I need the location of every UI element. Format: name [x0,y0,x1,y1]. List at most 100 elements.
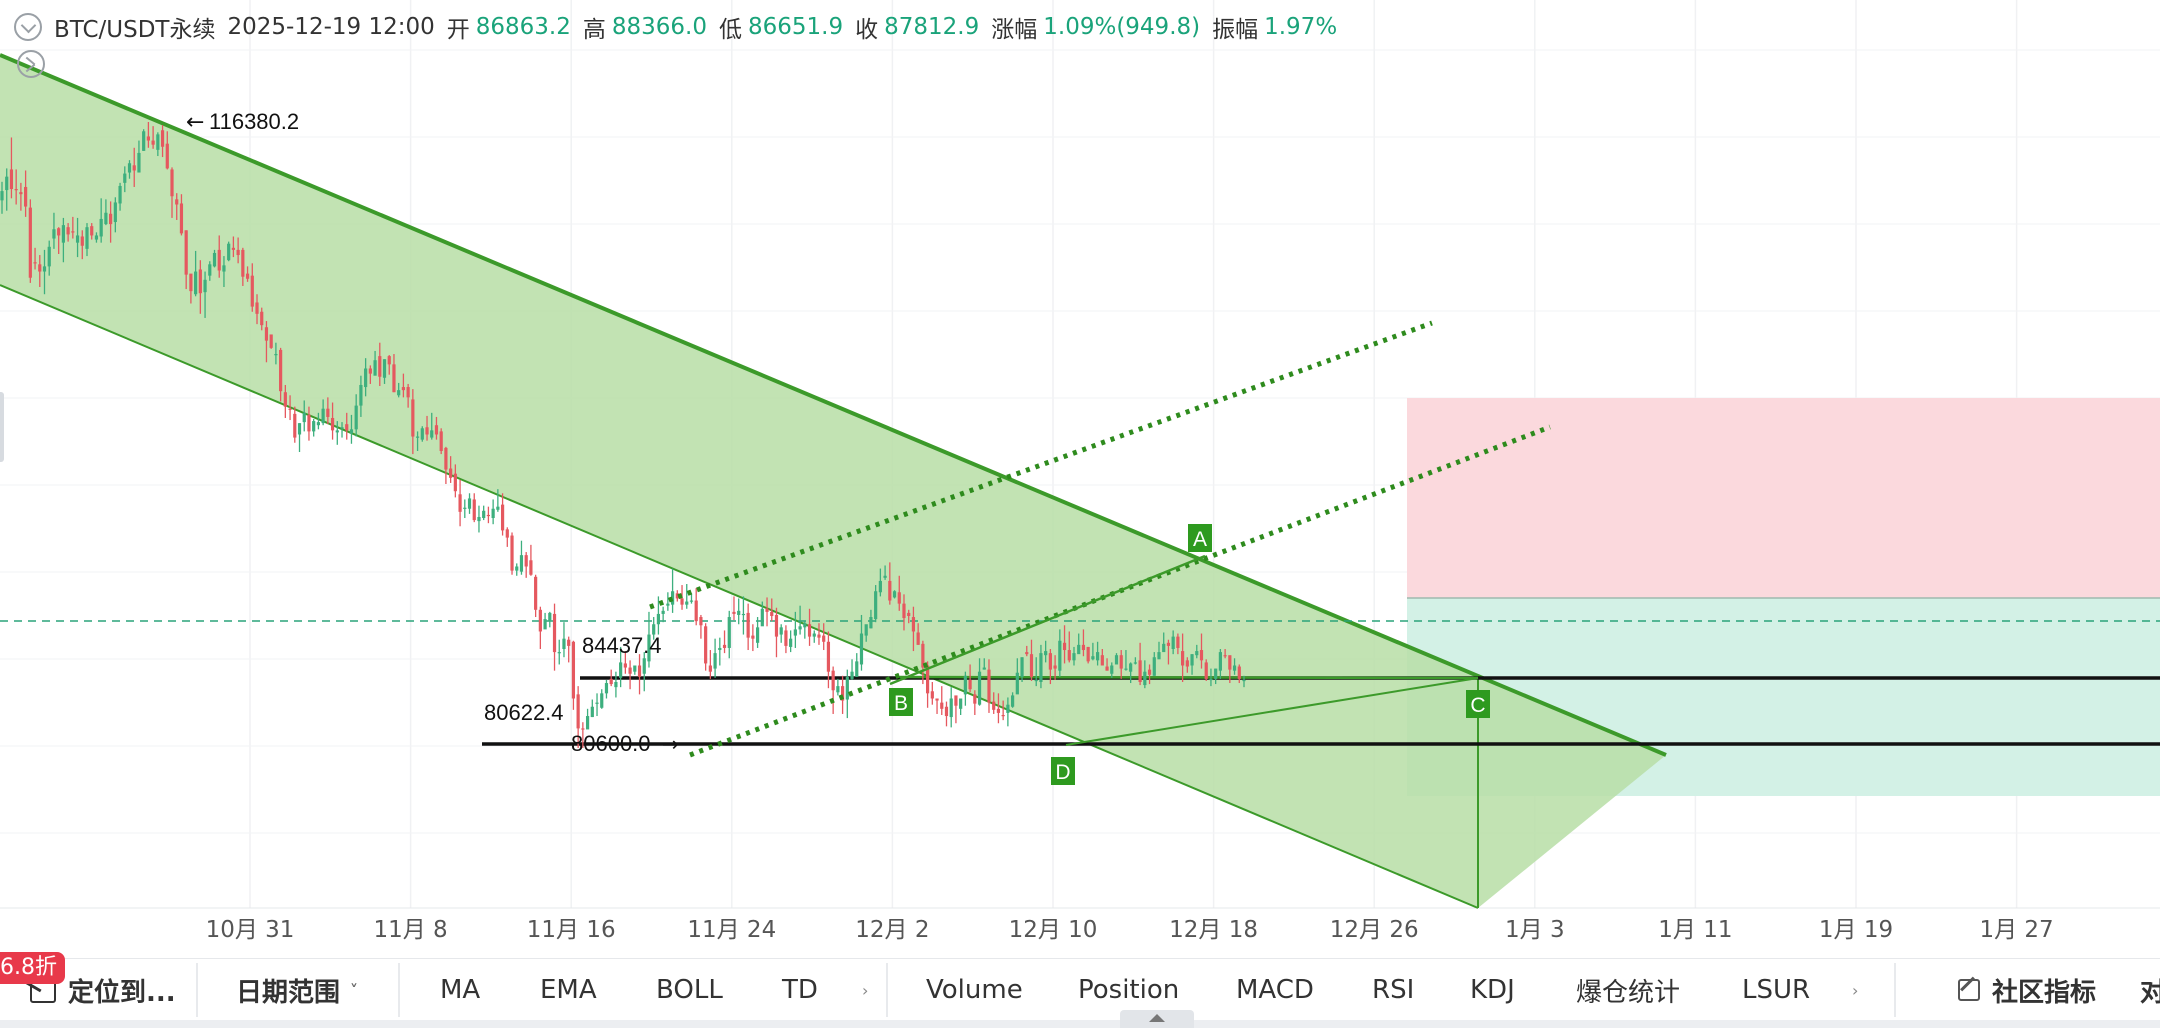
community-indicators-label: 社区指标 [1992,977,2097,1008]
side-panel-handle[interactable] [0,392,4,462]
candle-body [1100,655,1104,666]
community-indicators-button[interactable]: 社区指标 [1958,959,2096,1021]
indicator-volume[interactable]: Volume [926,975,1023,1005]
candle-body [741,613,746,616]
candle-body [1124,668,1128,670]
candle-body [519,555,524,572]
indicator-macd[interactable]: MACD [1236,975,1314,1005]
expand-panel-handle[interactable] [1120,1010,1194,1028]
candle-body [850,671,854,679]
price-chart[interactable]: A B C D ← 116380.2 84437.4 80622.4 80600… [0,0,2160,958]
symbol-name[interactable]: BTC/USDT永续 [54,17,216,43]
candle-body [1006,704,1010,713]
discount-badge[interactable]: 6.8折 [0,952,65,984]
candle-body [562,638,566,649]
candle-body [245,273,250,279]
candle-body [1067,650,1071,661]
indicator-liquidation-stats[interactable]: 爆仓统计 [1576,977,1681,1008]
candle-body [883,575,887,578]
x-axis-label: 11月 24 [687,917,776,943]
candle-body [179,203,184,234]
marker-a[interactable]: A [1188,524,1212,552]
indicator-lsur[interactable]: LSUR [1742,975,1811,1005]
candle-body [585,716,590,730]
indicator-kdj[interactable]: KDJ [1470,975,1515,1005]
marker-d[interactable]: D [1051,757,1075,785]
candle-body [146,136,150,141]
candle-body [576,694,580,729]
date-range-button[interactable]: 日期范围 ˅ [236,959,358,1021]
x-axis-label: 12月 18 [1169,917,1258,943]
candle-body [274,354,278,356]
marker-c[interactable]: C [1466,690,1490,718]
candle-body [571,641,576,699]
marker-b[interactable]: B [889,688,913,716]
candle-body [1086,646,1090,662]
toolbar-overflow-item[interactable]: 对 [2140,977,2160,1008]
candle-body [439,431,443,451]
candle-body [345,424,349,431]
amplitude-value: 1.97% [1264,14,1338,40]
candle-body [694,600,698,622]
locate-button[interactable]: 定位到... [30,959,176,1021]
candle-body [604,683,609,694]
candle-body [1081,644,1086,651]
candle-body [982,667,986,670]
indicator-boll[interactable]: BOLL [656,975,723,1005]
d-to-c-line [1065,677,1479,746]
indicator-position[interactable]: Position [1078,975,1180,1005]
candle-body [1048,653,1052,670]
candle-body [415,436,420,438]
indicator-td[interactable]: TD [782,975,818,1005]
candle-body [231,247,235,250]
candle-body [47,246,51,267]
candle-body [1185,660,1189,667]
channel-upper-line[interactable] [0,53,1667,757]
collapse-chevron-icon[interactable] [14,13,42,41]
x-axis-label: 1月 19 [1819,917,1893,943]
candle-body [642,658,646,674]
marker-d-label: D [1055,761,1070,784]
candle-body [392,364,396,393]
candle-body [1223,655,1227,657]
candle-body [411,399,415,437]
candle-body [996,708,1001,713]
candle-body [1058,640,1062,671]
candle-body [463,507,467,509]
hide-indicator-icon[interactable] [17,50,45,78]
candle-body [907,612,911,616]
candle-body [515,566,519,571]
candle-body [142,131,146,151]
low-label: 低 [719,17,742,43]
candle-body [949,698,953,718]
candle-body [1138,660,1142,682]
candle-body [1133,662,1137,664]
candle-body [1157,652,1161,660]
high-field: 高 88366.0 [583,10,707,44]
candle-body [826,641,831,672]
candle-body [359,384,363,406]
candle-body [680,598,684,605]
candle-body [1053,665,1057,669]
candle-body [619,662,623,678]
indicator-rsi[interactable]: RSI [1372,975,1415,1005]
candle-body [760,608,764,627]
candle-body [170,169,174,197]
indicator-ma[interactable]: MA [440,975,481,1005]
candle-body [1242,679,1246,682]
date-range-caret-icon: ˅ [350,980,359,1000]
candle-body [1096,652,1100,661]
candle-body [19,192,23,195]
more-sub-indicators-icon[interactable]: › [1852,981,1859,1000]
more-main-indicators-icon[interactable]: › [862,981,869,1000]
channel-lower-line[interactable] [0,284,1479,909]
bottom-scroll-strip [0,1020,2160,1028]
candle-body [364,368,368,388]
candle-body [482,510,486,519]
candle-body [670,591,675,605]
dotted-trend-upper[interactable] [649,320,1433,610]
candle-body [330,417,335,431]
indicator-ema[interactable]: EMA [540,975,597,1005]
change-value: 1.09%(949.8) [1043,14,1201,40]
candle-body [911,617,916,632]
